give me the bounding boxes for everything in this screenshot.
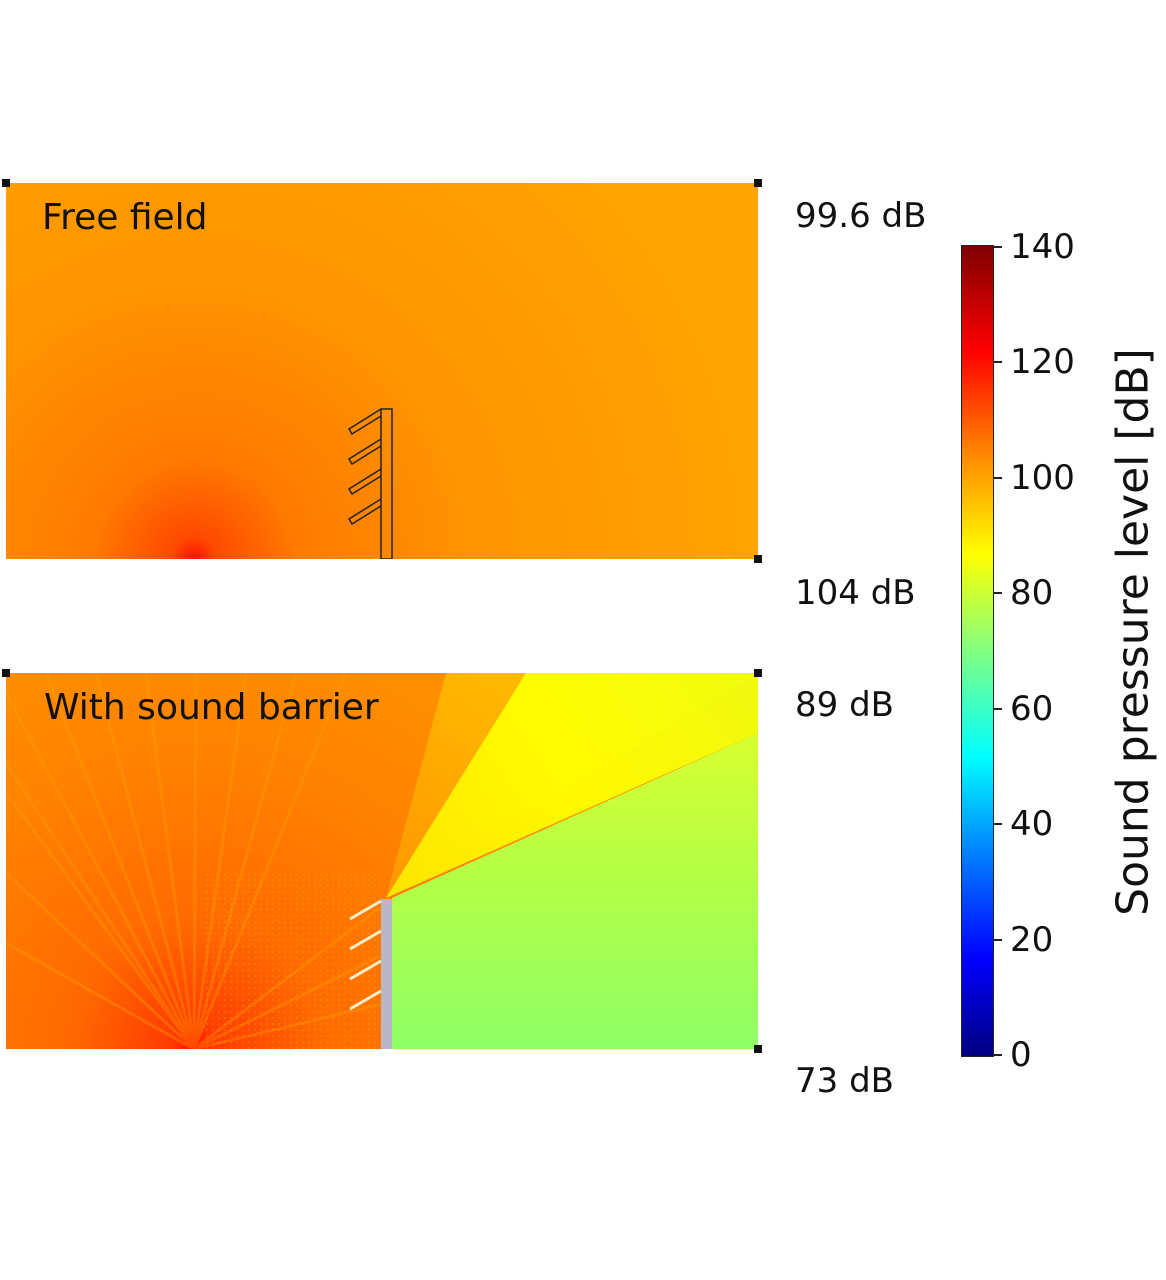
colorbar-tick (994, 476, 1002, 479)
free-field-title: Free field (42, 197, 208, 238)
free-field-bottom-level: 104 dB (795, 573, 916, 613)
colorbar-tick-label: 0 (1010, 1035, 1032, 1075)
corner-marker (2, 669, 10, 677)
colorbar-tick (994, 361, 1002, 364)
colorbar-tick-label: 140 (1010, 227, 1075, 267)
colorbar-tick (994, 246, 1002, 248)
colorbar-tick-label: 20 (1010, 919, 1054, 960)
barrier-map (6, 673, 758, 1049)
corner-marker (754, 555, 762, 563)
corner-marker (2, 179, 10, 187)
free-field-map (6, 183, 758, 559)
colorbar-gradient (962, 246, 993, 1056)
free-field-plot: Free field (6, 183, 758, 559)
colorbar-tick (994, 1054, 1002, 1056)
colorbar-tick (994, 707, 1002, 710)
barrier-slats (349, 899, 382, 1011)
colorbar (961, 245, 994, 1057)
colorbar-tick (994, 592, 1002, 595)
colorbar-tick-label: 120 (1010, 342, 1075, 383)
barrier-outline (347, 408, 393, 559)
corner-marker (754, 179, 762, 187)
colorbar-tick (994, 823, 1002, 826)
barrier-title: With sound barrier (44, 687, 379, 728)
barrier-bottom-level: 73 dB (795, 1061, 894, 1101)
barrier-plot: With sound barrier (6, 673, 758, 1049)
barrier-wall (381, 899, 392, 1049)
barrier-top-level: 89 dB (795, 685, 894, 725)
colorbar-tick-label: 80 (1010, 573, 1054, 614)
free-field-top-level: 99.6 dB (795, 196, 927, 236)
corner-marker (754, 1045, 762, 1053)
colorbar-tick-label: 40 (1010, 804, 1054, 845)
corner-marker (754, 669, 762, 677)
pressure-field (6, 183, 758, 559)
colorbar-title: Sound pressure level [dB] (1107, 348, 1159, 916)
colorbar-tick-label: 100 (1010, 457, 1075, 498)
shadow-zone (392, 733, 758, 1049)
colorbar-tick-label: 60 (1010, 688, 1054, 729)
colorbar-tick (994, 938, 1002, 941)
